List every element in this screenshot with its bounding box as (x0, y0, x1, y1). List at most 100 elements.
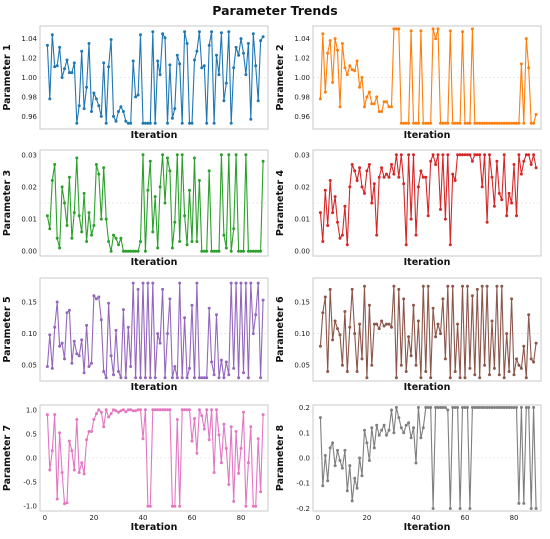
data-point (434, 37, 438, 41)
data-point (77, 354, 81, 358)
data-point (60, 185, 64, 189)
data-point (456, 121, 460, 125)
data-point (431, 153, 435, 157)
data-point (446, 408, 450, 412)
data-point (244, 281, 248, 285)
data-point (470, 294, 474, 298)
data-point (121, 249, 125, 253)
data-point (475, 406, 479, 409)
data-point (97, 408, 101, 412)
data-point (180, 408, 184, 412)
data-point (166, 408, 169, 412)
data-point (168, 297, 172, 301)
data-point (254, 64, 258, 68)
data-point (404, 121, 408, 125)
data-point (502, 153, 506, 157)
data-point (318, 211, 322, 215)
y-axis-label: Parameter 5 (2, 296, 13, 362)
data-point (470, 159, 474, 163)
data-point (112, 373, 115, 377)
y-tick-label: 0.1 (299, 429, 310, 437)
x-axis-label: Iteration (131, 522, 178, 533)
data-point (353, 476, 357, 480)
x-tick-label: 60 (461, 514, 470, 522)
data-point (234, 281, 238, 285)
subplot-p3: 0.00 0.01 0.02 0.03 Iteration Parameter 3 (2, 149, 269, 268)
data-point (82, 191, 86, 195)
data-point (212, 471, 216, 474)
data-point (387, 175, 391, 179)
data-point (407, 121, 411, 125)
data-point (429, 376, 433, 380)
x-axis-label: Iteration (404, 257, 451, 268)
data-point (355, 59, 359, 63)
data-point (370, 363, 374, 367)
y-tick-label: 0.01 (21, 216, 37, 224)
subplot-p2: 0.96 0.98 1.00 1.02 1.04 Iteration Parameter 2 (275, 25, 542, 141)
data-point (156, 408, 160, 412)
data-point (360, 474, 364, 478)
data-point (385, 100, 388, 104)
data-point (50, 366, 54, 370)
data-point (353, 332, 357, 336)
data-point (436, 153, 440, 157)
data-point (421, 175, 425, 179)
data-point (478, 121, 482, 125)
data-point (156, 332, 160, 336)
data-point (458, 507, 462, 510)
data-point (195, 281, 199, 285)
data-point (139, 33, 142, 37)
data-point (377, 433, 381, 437)
data-point (370, 102, 374, 106)
data-point (183, 408, 187, 412)
data-point (495, 121, 499, 125)
data-point (512, 373, 516, 377)
data-point (416, 406, 420, 409)
data-point (443, 406, 447, 409)
data-point (97, 172, 101, 176)
data-point (409, 354, 413, 358)
data-point (331, 211, 335, 215)
data-point (488, 121, 491, 125)
data-point (485, 406, 489, 409)
data-point (478, 406, 482, 409)
data-point (107, 65, 111, 69)
data-point (370, 426, 374, 430)
data-point (446, 284, 450, 288)
data-point (328, 179, 332, 182)
data-point (45, 365, 49, 368)
x-tick-label: 0 (316, 514, 320, 522)
data-point (48, 468, 52, 472)
data-point (485, 284, 489, 288)
data-point (251, 332, 255, 336)
data-point (151, 30, 155, 34)
data-point (505, 121, 509, 125)
x-axis-label: Iteration (404, 382, 451, 393)
data-point (517, 121, 521, 125)
data-point (365, 169, 369, 173)
data-point (461, 284, 464, 288)
data-point (480, 284, 484, 288)
data-point (507, 191, 511, 195)
data-point (153, 121, 157, 125)
x-axis-label: Iteration (404, 130, 451, 141)
data-point (146, 504, 150, 508)
data-point (407, 335, 411, 339)
data-point (424, 175, 428, 179)
data-point (224, 81, 228, 85)
data-point (527, 406, 531, 409)
data-point (475, 287, 479, 291)
data-point (207, 306, 211, 310)
data-point (163, 36, 167, 40)
data-point (483, 406, 487, 409)
data-point (178, 504, 182, 508)
data-point (340, 233, 344, 237)
y-tick-label: 0.05 (21, 362, 37, 370)
data-point (229, 425, 233, 429)
y-tick-label: 0.10 (21, 330, 37, 338)
data-point (94, 163, 98, 166)
data-point (90, 430, 93, 433)
y-tick-label: 0.96 (21, 113, 37, 121)
data-point (380, 319, 384, 323)
